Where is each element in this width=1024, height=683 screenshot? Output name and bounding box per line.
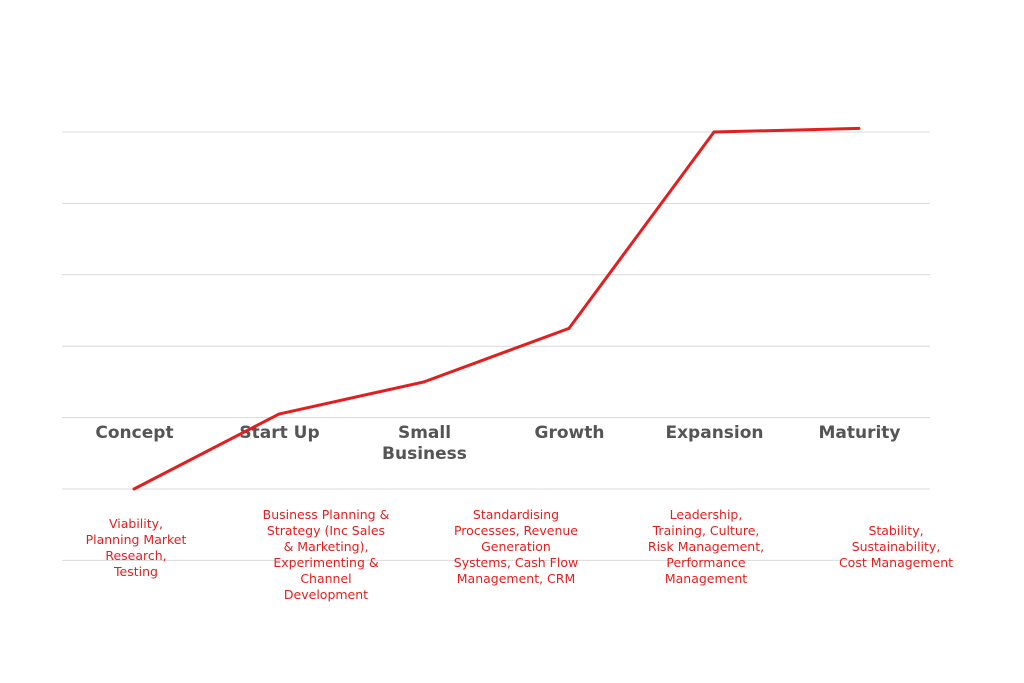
data-point <box>422 380 426 384</box>
data-point <box>712 130 716 134</box>
annotation-growth: Standardising Processes, Revenue Generat… <box>453 507 579 586</box>
category-label: Growth <box>535 423 605 443</box>
category-labels: Concept Start Up Small Business Growth Expans… <box>95 423 900 464</box>
data-point <box>567 326 571 330</box>
gridlines <box>62 131 930 561</box>
annotation-expansion: Leadership, Training, Culture, Risk Mana… <box>647 507 765 586</box>
data-point <box>857 126 861 130</box>
data-point <box>277 412 281 416</box>
series-line <box>133 126 860 491</box>
annotation-start-up: Business Planning & Strategy (Inc Sales … <box>262 507 390 602</box>
annotation-maturity: Stability, Sustainability, Cost Manageme… <box>838 523 954 570</box>
category-label: Small Business <box>382 423 467 464</box>
category-label: Expansion <box>665 423 763 443</box>
category-label: Maturity <box>818 423 900 443</box>
annotation-concept: Viability, Planning Market Research, Tes… <box>85 516 187 579</box>
data-point <box>132 487 136 491</box>
category-label: Concept <box>95 423 173 443</box>
series-line-layer <box>132 126 861 491</box>
category-label: Start Up <box>239 423 319 443</box>
